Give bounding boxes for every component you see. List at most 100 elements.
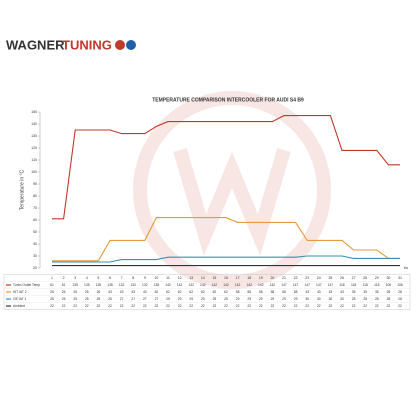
legend-label: WT IAT 2 [13, 290, 27, 294]
table-value: 61 [50, 283, 54, 287]
table-value: 26 [73, 290, 77, 294]
y-tick-label: 20 [33, 266, 37, 270]
table-value: 29 [189, 297, 193, 301]
table-value: 27 [120, 297, 124, 301]
table-value: 135 [107, 283, 113, 287]
table-value: 22 [305, 304, 309, 308]
table-value: 22 [201, 304, 205, 308]
table-value: 22 [398, 304, 402, 308]
table-value: 25 [73, 297, 77, 301]
table-value: 43 [120, 290, 124, 294]
y-tick-label: 30 [33, 254, 37, 258]
table-value: 28 [352, 297, 356, 301]
table-value: 142 [165, 283, 171, 287]
table-value: 58 [271, 290, 275, 294]
table-value: 22 [108, 304, 112, 308]
table-value: 132 [130, 283, 136, 287]
y-tick-label: 120 [31, 146, 37, 150]
table-value: 142 [246, 283, 252, 287]
watermark [133, 91, 331, 289]
legend-label: Turbo Outlet Temp [13, 283, 40, 287]
x-tick-label: 21 [282, 276, 286, 280]
table-value: 29 [166, 297, 170, 301]
table-value: 58 [294, 290, 298, 294]
table-value: 35 [363, 290, 367, 294]
table-value: 22 [97, 304, 101, 308]
x-tick-label: 13 [189, 276, 193, 280]
table-value: 118 [339, 283, 344, 287]
table-value: 22 [387, 304, 391, 308]
table-value: 142 [200, 283, 206, 287]
table-value: 30 [305, 297, 309, 301]
table-value: 25 [108, 297, 112, 301]
table-value: 43 [143, 290, 147, 294]
table-value: 142 [212, 283, 218, 287]
table-value: 22 [236, 304, 240, 308]
y-tick-label: 130 [31, 134, 37, 138]
table-value: 142 [258, 283, 264, 287]
table-value: 30 [329, 297, 333, 301]
x-tick-label: 1 [51, 276, 53, 280]
table-value: 22 [329, 304, 333, 308]
table-value: 25 [50, 297, 54, 301]
table-value: 62 [166, 290, 170, 294]
table-value: 22 [166, 304, 170, 308]
table-value: 26 [62, 290, 66, 294]
table-value: 43 [131, 290, 135, 294]
x-tick-label: 25 [328, 276, 332, 280]
y-tick-label: 40 [33, 242, 37, 246]
x-tick-label: 28 [363, 276, 367, 280]
x-tick-label: 31 [398, 276, 402, 280]
y-axis-label: Temperature in °C [19, 169, 25, 210]
x-tick-label: 24 [317, 276, 321, 280]
table-frame [3, 274, 411, 310]
table-value: 29 [271, 297, 275, 301]
brand-a: WAGNER [6, 37, 65, 52]
x-tick-label: 30 [386, 276, 390, 280]
table-value: 138 [154, 283, 160, 287]
x-tick-label: 7 [121, 276, 123, 280]
table-value: 118 [374, 283, 379, 287]
x-tick-label: 4 [86, 276, 88, 280]
x-tick-label: 22 [294, 276, 298, 280]
table-value: 58 [247, 290, 251, 294]
table-value: 25 [97, 297, 101, 301]
table-value: 106 [386, 283, 392, 287]
y-tick-label: 70 [33, 206, 37, 210]
x-tick-label: 6 [109, 276, 111, 280]
table-value: 22 [282, 304, 286, 308]
y-tick-label: 60 [33, 218, 37, 222]
x-tick-label: 20 [270, 276, 274, 280]
table-value: 142 [223, 283, 229, 287]
y-tick-label: 50 [33, 230, 37, 234]
table-value: 22 [85, 304, 89, 308]
table-value: 35 [352, 290, 356, 294]
table-value: 28 [398, 297, 402, 301]
table-value: 26 [97, 290, 101, 294]
table-value: 62 [178, 290, 182, 294]
x-tick-label: 9 [144, 276, 146, 280]
x-tick-label: 19 [259, 276, 263, 280]
y-tick-label: 90 [33, 182, 37, 186]
table-value: 147 [293, 283, 299, 287]
table-value: 28 [387, 290, 391, 294]
x-tick-label: 12 [178, 276, 182, 280]
table-value: 22 [178, 304, 182, 308]
table-value: 28 [375, 297, 379, 301]
table-value: 27 [131, 297, 135, 301]
table-value: 62 [224, 290, 228, 294]
brand-b: TUNING [62, 37, 112, 52]
chart-title: TEMPERATURE COMPARISON INTERCOOLER FOR A… [152, 97, 304, 103]
table-value: 22 [62, 304, 66, 308]
table-value: 132 [119, 283, 125, 287]
table-value: 58 [282, 290, 286, 294]
logo-icon [115, 40, 125, 50]
table-value: 22 [224, 304, 228, 308]
table-value: 22 [50, 304, 54, 308]
y-tick-label: 150 [31, 110, 37, 114]
legend-label: Ambient [13, 304, 25, 308]
table-value: 27 [143, 297, 147, 301]
logo-icon [126, 40, 136, 50]
table-value: 29 [224, 297, 228, 301]
table-value: 25 [62, 297, 66, 301]
